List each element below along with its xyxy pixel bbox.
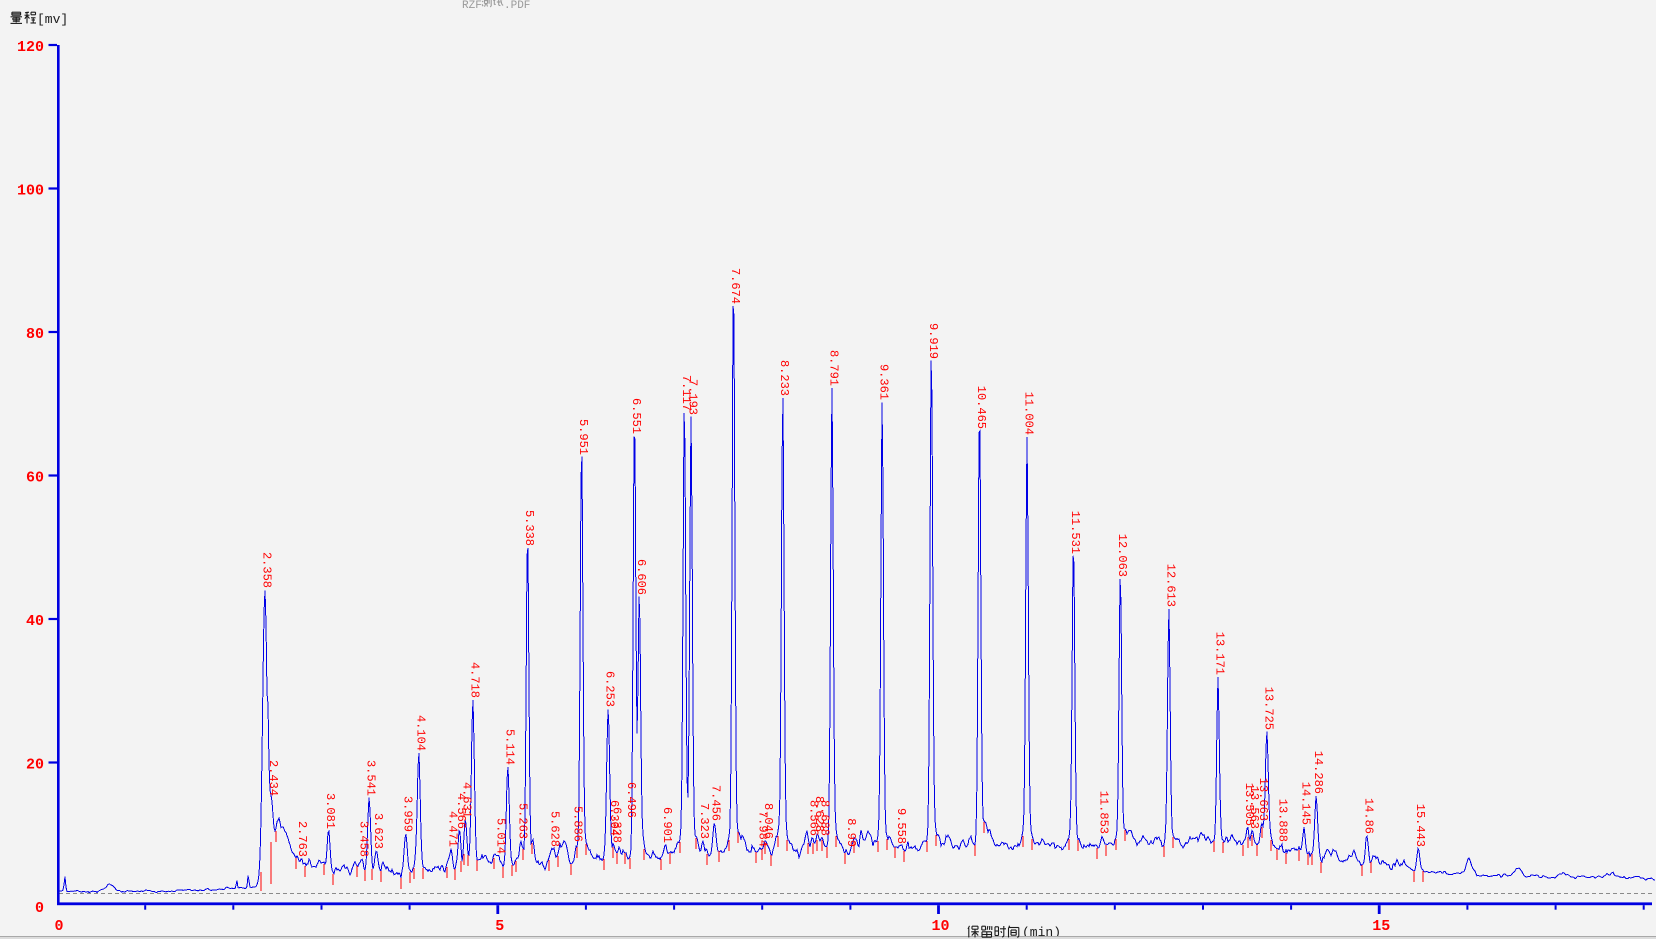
svg-text:8.046: 8.046: [761, 803, 775, 839]
svg-text:4.718: 4.718: [467, 662, 481, 698]
svg-text:5.628: 5.628: [548, 811, 562, 847]
svg-text:5.263: 5.263: [515, 803, 529, 839]
svg-text:12.613: 12.613: [1163, 564, 1177, 607]
svg-text:8.233: 8.233: [777, 360, 791, 396]
svg-text:2.434: 2.434: [266, 760, 280, 796]
svg-text:13.505: 13.505: [1242, 783, 1256, 826]
svg-text:12.063: 12.063: [1115, 534, 1129, 577]
svg-text:120: 120: [17, 39, 44, 56]
svg-text:80: 80: [26, 326, 44, 343]
svg-text:7.456: 7.456: [709, 785, 723, 821]
svg-text:.PDF: .PDF: [504, 0, 530, 12]
svg-text:3.081: 3.081: [323, 793, 337, 829]
svg-text:10: 10: [931, 918, 949, 935]
svg-text:9.361: 9.361: [877, 364, 891, 400]
svg-text:8.99: 8.99: [844, 818, 858, 847]
svg-text:6.304: 6.304: [607, 800, 621, 836]
svg-text:0: 0: [35, 900, 44, 917]
svg-text:7.117: 7.117: [679, 375, 693, 411]
svg-text:7.984: 7.984: [755, 811, 769, 847]
svg-text:14.286: 14.286: [1311, 751, 1325, 794]
svg-text:2.358: 2.358: [259, 552, 273, 588]
svg-text:3.458: 3.458: [356, 821, 370, 857]
svg-text:11.531: 11.531: [1068, 511, 1082, 554]
svg-text:7.323: 7.323: [697, 803, 711, 839]
svg-text:5.114: 5.114: [502, 729, 516, 765]
svg-text:4.631: 4.631: [460, 782, 474, 818]
svg-text:6.253: 6.253: [603, 671, 617, 707]
svg-text:10.465: 10.465: [974, 386, 988, 429]
svg-text:8.688: 8.688: [817, 800, 831, 836]
svg-text:9.558: 9.558: [894, 808, 908, 844]
svg-text:9.919: 9.919: [926, 323, 940, 359]
svg-text:3.959: 3.959: [401, 796, 415, 832]
svg-text:15.443: 15.443: [1413, 804, 1427, 847]
svg-text:14.145: 14.145: [1298, 782, 1312, 825]
svg-text:11.853: 11.853: [1096, 791, 1110, 834]
svg-text:8.791: 8.791: [826, 350, 840, 386]
svg-text:40: 40: [26, 613, 44, 630]
svg-text:7.674: 7.674: [728, 268, 742, 304]
svg-text:0: 0: [54, 918, 63, 935]
svg-text:8.566: 8.566: [807, 800, 821, 836]
svg-text:15: 15: [1372, 918, 1390, 935]
svg-text:6.328: 6.328: [609, 807, 623, 843]
svg-text:13.663: 13.663: [1256, 778, 1270, 821]
svg-text:5.014: 5.014: [494, 818, 508, 854]
svg-text:8.628: 8.628: [812, 796, 826, 832]
svg-text:6.901: 6.901: [660, 807, 674, 843]
svg-text:13.725: 13.725: [1261, 687, 1275, 730]
svg-text:5.338: 5.338: [522, 510, 536, 546]
svg-text:7.193: 7.193: [686, 379, 700, 415]
svg-text:6.496: 6.496: [624, 782, 638, 818]
svg-text:3.623: 3.623: [371, 813, 385, 849]
svg-text:6.551: 6.551: [629, 398, 643, 434]
svg-text:4.566: 4.566: [454, 793, 468, 829]
svg-text:13.888: 13.888: [1276, 799, 1290, 842]
svg-text:6.606: 6.606: [634, 559, 648, 595]
svg-text:3.541: 3.541: [364, 760, 378, 796]
svg-text:60: 60: [26, 470, 44, 487]
svg-text:4.471: 4.471: [446, 811, 460, 847]
svg-text:20: 20: [26, 757, 44, 774]
svg-text:5: 5: [495, 918, 504, 935]
svg-text:13.171: 13.171: [1213, 632, 1227, 675]
svg-text:RZF: RZF: [462, 0, 482, 12]
svg-text:100: 100: [17, 183, 44, 200]
svg-text:5.886: 5.886: [570, 806, 584, 842]
svg-text:4.104: 4.104: [413, 715, 427, 751]
svg-text:13.563: 13.563: [1247, 786, 1261, 829]
svg-text:(min): (min): [1022, 925, 1061, 939]
svg-text:[mv]: [mv]: [37, 12, 68, 27]
svg-text:14.86: 14.86: [1361, 798, 1375, 834]
svg-text:11.004: 11.004: [1022, 392, 1036, 435]
svg-text:2.763: 2.763: [295, 821, 309, 857]
svg-text:5.951: 5.951: [576, 419, 590, 455]
